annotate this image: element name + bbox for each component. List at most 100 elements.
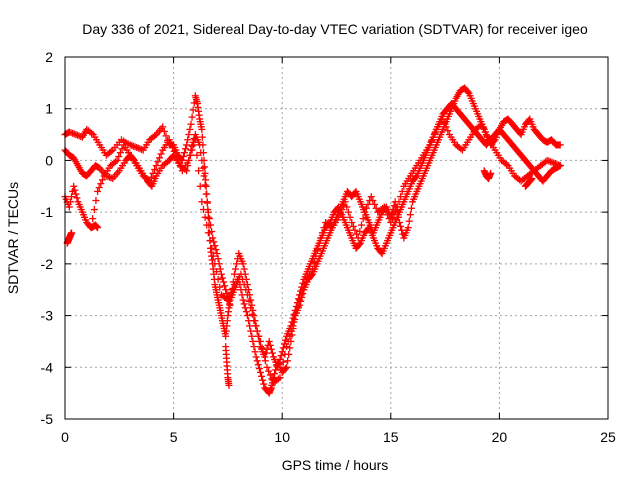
data-point <box>392 207 400 215</box>
data-point <box>202 190 210 198</box>
data-point <box>528 175 536 183</box>
data-point <box>441 119 449 127</box>
data-point <box>296 296 304 304</box>
data-points <box>61 84 564 397</box>
data-point <box>205 215 213 223</box>
data-point <box>278 366 286 374</box>
data-point <box>387 218 395 226</box>
data-point <box>398 187 406 195</box>
data-point <box>189 106 197 114</box>
x-tick-label: 5 <box>170 429 178 445</box>
data-point <box>157 150 165 158</box>
data-point <box>351 226 359 234</box>
data-point <box>266 341 274 349</box>
data-point <box>175 159 183 167</box>
chart-title: Day 336 of 2021, Sidereal Day-to-day VTE… <box>82 21 588 37</box>
data-point <box>216 265 224 273</box>
data-point <box>274 363 282 371</box>
data-point <box>160 127 168 135</box>
data-point <box>327 222 335 230</box>
data-point <box>483 132 491 140</box>
data-point <box>315 239 323 247</box>
data-point <box>313 246 321 254</box>
data-point <box>113 156 121 164</box>
data-point <box>255 365 263 373</box>
data-point <box>220 278 228 286</box>
data-point <box>287 327 295 335</box>
data-point <box>116 149 124 157</box>
data-point <box>183 141 191 149</box>
data-point <box>107 147 115 155</box>
data-point <box>92 197 100 205</box>
data-point <box>361 208 369 216</box>
data-point <box>263 363 271 371</box>
data-point <box>276 374 284 382</box>
data-point <box>362 204 370 212</box>
data-point <box>214 275 222 283</box>
data-point <box>149 169 157 177</box>
data-point <box>397 193 405 201</box>
data-point <box>249 337 257 345</box>
data-point <box>186 151 194 159</box>
data-point <box>267 345 275 353</box>
data-point <box>247 327 255 335</box>
data-point <box>310 259 318 267</box>
data-point <box>188 113 196 121</box>
x-tick-label: 20 <box>492 429 508 445</box>
data-point <box>237 270 245 278</box>
data-point <box>275 359 283 367</box>
data-point <box>260 380 268 388</box>
data-point <box>89 215 97 223</box>
data-point <box>210 238 218 246</box>
data-point <box>94 187 102 195</box>
data-point <box>97 180 105 188</box>
data-point <box>65 203 73 211</box>
data-point <box>318 229 326 237</box>
data-point <box>284 357 292 365</box>
data-point <box>68 193 76 201</box>
data-point <box>258 372 266 380</box>
data-point <box>146 177 154 185</box>
data-point <box>185 156 193 164</box>
data-point <box>197 149 205 157</box>
data-point <box>251 348 259 356</box>
data-point <box>284 337 292 345</box>
data-point <box>90 206 98 214</box>
y-tick-label: 2 <box>45 49 53 65</box>
data-point <box>188 146 196 154</box>
data-point <box>217 270 225 278</box>
data-point <box>193 151 201 159</box>
data-point <box>195 167 203 175</box>
data-point <box>359 215 367 223</box>
data-point <box>71 186 79 194</box>
data-point <box>480 124 488 132</box>
data-point <box>214 255 222 263</box>
data-point <box>239 275 247 283</box>
data-point <box>478 120 486 128</box>
data-point <box>201 181 209 189</box>
data-point <box>404 224 412 232</box>
data-point <box>247 296 255 304</box>
data-point <box>250 317 258 325</box>
data-point <box>286 332 294 340</box>
data-point <box>239 260 247 268</box>
data-point <box>279 358 287 366</box>
data-point <box>170 147 178 155</box>
data-point <box>212 246 220 254</box>
data-point <box>274 375 282 383</box>
data-point <box>297 291 305 299</box>
data-point <box>336 209 344 217</box>
data-point <box>277 352 285 360</box>
y-tick-label: 1 <box>45 101 53 117</box>
data-point <box>225 381 233 389</box>
data-point <box>243 312 251 320</box>
data-point <box>340 202 348 210</box>
data-point <box>286 344 294 352</box>
data-point <box>240 265 248 273</box>
data-point <box>294 303 302 311</box>
data-point <box>151 132 159 140</box>
data-point <box>162 132 170 140</box>
data-point <box>196 182 204 190</box>
data-point <box>245 297 253 305</box>
